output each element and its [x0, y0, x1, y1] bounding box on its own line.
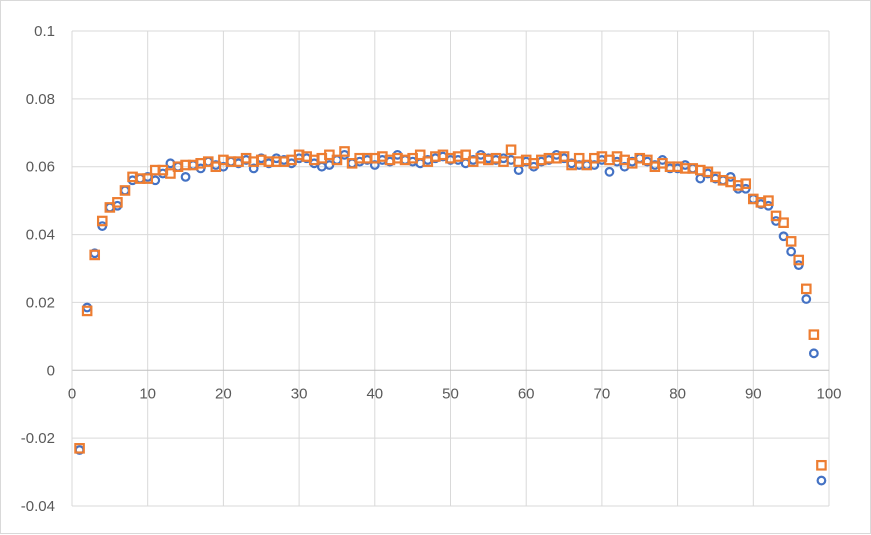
data-point	[120, 185, 130, 196]
data-series	[74, 144, 827, 486]
data-point	[331, 154, 343, 166]
data-point	[210, 161, 222, 173]
x-tick-label: 90	[745, 385, 762, 402]
data-point	[505, 144, 517, 156]
x-tick-label: 100	[816, 385, 841, 402]
data-point	[778, 217, 789, 228]
data-point	[369, 160, 380, 170]
x-tick-label: 50	[442, 385, 459, 402]
data-point	[573, 152, 585, 164]
data-point	[460, 149, 471, 161]
data-point	[816, 475, 827, 486]
y-tick-label: 0	[47, 362, 55, 379]
data-point	[81, 305, 93, 317]
y-tick-label: -0.04	[21, 498, 55, 515]
data-point	[566, 159, 577, 171]
x-axis	[71, 31, 829, 506]
x-tick-label: 80	[669, 385, 686, 402]
y-axis-tick-labels: -0.04 -0.02 0 0.02 0.04 0.06 0.08 0.1	[21, 23, 55, 515]
y-tick-label: 0.04	[26, 227, 55, 244]
x-tick-label: 20	[215, 385, 232, 402]
data-point	[740, 178, 752, 189]
data-point	[816, 459, 827, 471]
data-point	[498, 156, 509, 167]
data-point	[89, 249, 101, 261]
data-point	[808, 329, 820, 340]
data-point	[74, 443, 85, 454]
data-point	[414, 149, 426, 161]
data-point	[642, 154, 653, 166]
gridlines	[72, 30, 830, 507]
data-point	[604, 166, 615, 177]
data-point	[785, 236, 797, 247]
data-point	[165, 168, 176, 179]
series-2	[74, 144, 827, 471]
data-point	[800, 283, 812, 295]
data-point	[339, 146, 350, 157]
data-point	[119, 185, 131, 196]
x-tick-label: 30	[291, 385, 308, 402]
data-point	[581, 159, 593, 171]
x-tick-label: 40	[366, 385, 383, 402]
y-tick-label: 0.02	[26, 294, 55, 311]
data-point	[558, 151, 570, 162]
x-tick-label: 10	[139, 385, 156, 402]
data-point	[180, 171, 191, 182]
x-axis-tick-labels: 0 10 20 30 40 50 60 70 80 90 100	[68, 385, 842, 402]
y-tick-label: 0.08	[26, 91, 55, 108]
y-tick-label: 0.1	[34, 23, 55, 40]
data-point	[142, 173, 153, 184]
x-tick-label: 60	[518, 385, 535, 402]
data-point	[801, 294, 812, 304]
y-tick-label: 0.06	[26, 159, 55, 176]
data-point	[793, 254, 805, 266]
data-point	[786, 246, 797, 257]
data-point	[96, 215, 108, 227]
data-point	[248, 163, 259, 174]
y-tick-label: -0.02	[21, 430, 55, 447]
x-tick-label: 70	[594, 385, 611, 402]
data-point	[808, 348, 819, 359]
x-tick-label: 0	[68, 385, 76, 402]
data-point	[763, 195, 774, 206]
data-point	[112, 197, 123, 208]
data-point	[513, 165, 524, 176]
data-point	[770, 210, 782, 222]
